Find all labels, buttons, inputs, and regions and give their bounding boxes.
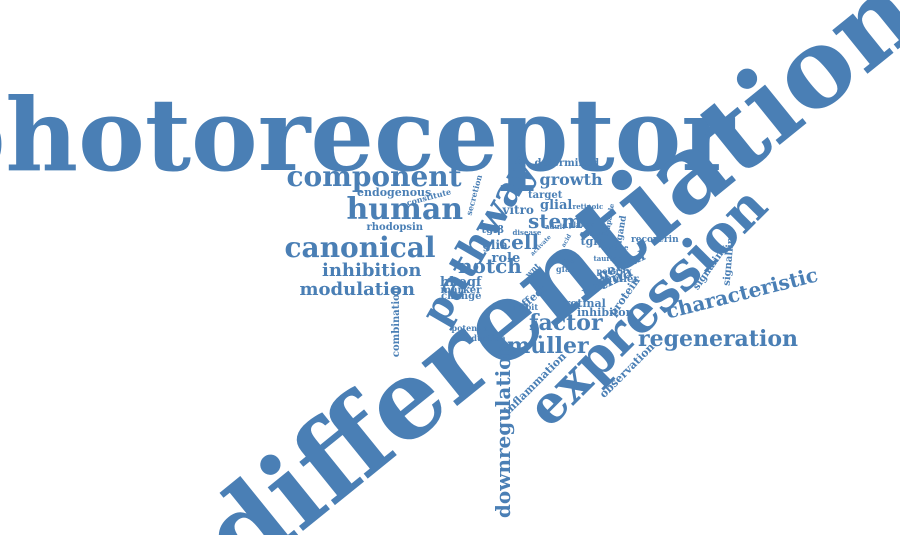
word-canonical: canonical (284, 231, 436, 264)
word-photoreceptor: photoreceptor (0, 76, 735, 194)
word-component: component (286, 160, 462, 193)
word-mrna: mrna (552, 255, 576, 265)
word-recoverin: recoverin (631, 234, 679, 245)
word-induce: induce (602, 242, 629, 252)
word-vitro: vitro (502, 203, 534, 217)
word-induction: induction (462, 333, 506, 343)
word-change: change (441, 291, 482, 302)
word-glia: glia (482, 238, 508, 252)
word-inhibit: inhibit (508, 302, 539, 312)
word-cell: cell (499, 230, 540, 254)
word-regeneration: regeneration (638, 326, 798, 352)
word-potential: potential (451, 323, 493, 333)
word-endogenous: endogenous (357, 185, 432, 199)
word-notch: notch (458, 254, 522, 278)
word-hbegf: hbegf (440, 274, 482, 290)
word-modulation: modulation (299, 279, 415, 300)
word-tgfb-2: tgfβ (580, 234, 606, 248)
word-human: human (346, 192, 464, 227)
word-muller: muller (601, 274, 639, 285)
word-muller-accent: müller (507, 333, 589, 359)
word-inhibitor: inhibitor (577, 305, 632, 319)
word-factor: factor (529, 310, 603, 336)
word-glial: glial (540, 197, 573, 213)
word-retinal: retinal (564, 296, 606, 310)
word-stem: stem (528, 209, 583, 233)
word-growth: growth (539, 170, 603, 189)
word-downregulation: downregulation (491, 341, 516, 519)
word-target: target (528, 190, 563, 201)
word-disease: disease (512, 227, 542, 237)
word-adult: adult (545, 221, 566, 231)
word-role: role (491, 250, 521, 266)
word-inhibition: inhibition (322, 260, 422, 281)
word-marker: marker (440, 285, 482, 296)
word-taurine: taurine (593, 253, 623, 263)
word-tgfb-1: tgfβ (481, 225, 505, 236)
word-rhodopsin: rhodopsin (366, 222, 424, 233)
word-combination: combination (391, 286, 403, 358)
word-determined: determined (534, 158, 600, 169)
word-planar: planar (568, 219, 594, 229)
word-gfap: gfap (556, 264, 576, 274)
word-polarity: polarity (596, 266, 632, 276)
word-culture: culture (580, 228, 609, 238)
word-retinoic: retinoic (572, 201, 604, 211)
